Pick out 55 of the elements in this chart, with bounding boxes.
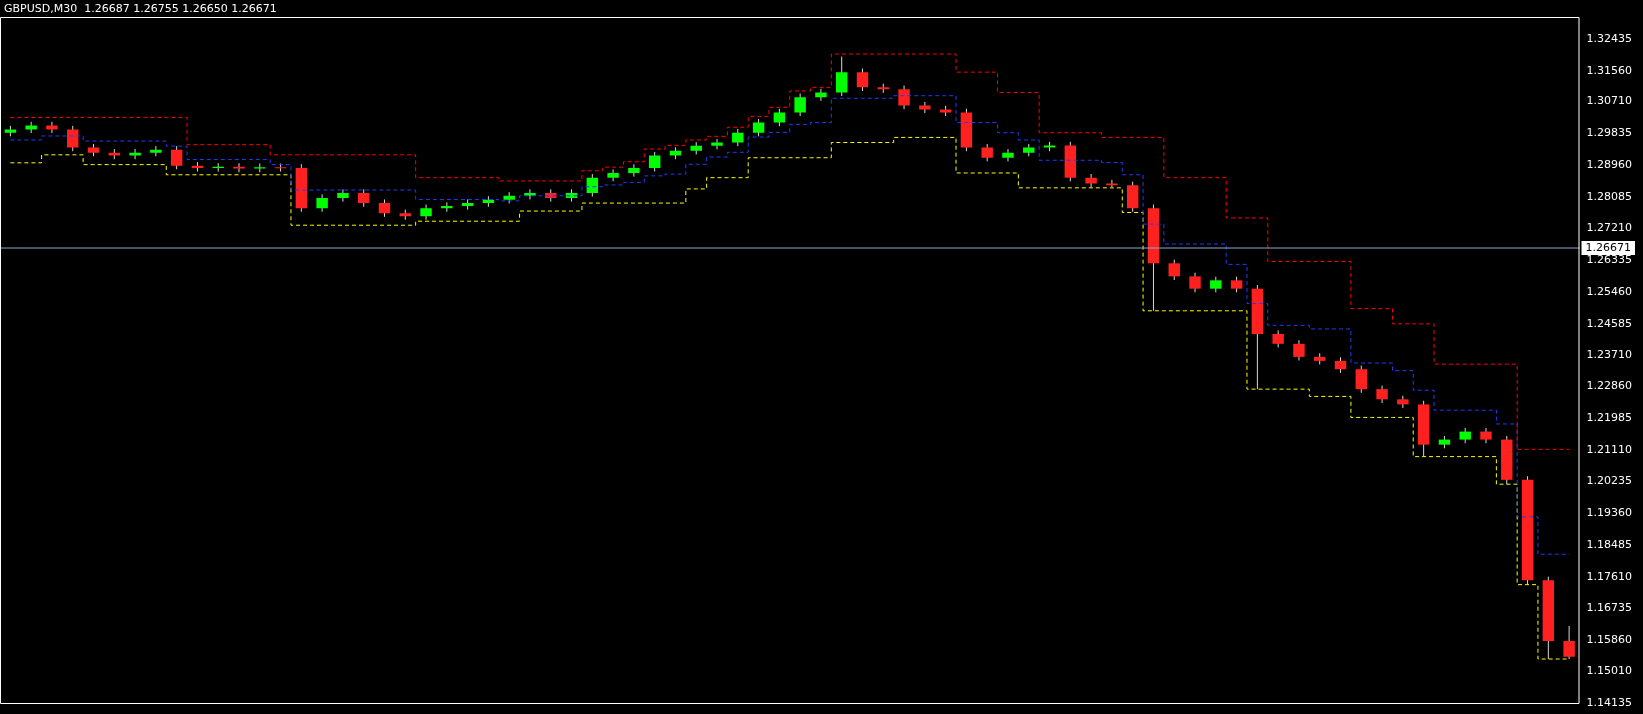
candlestick bbox=[170, 145, 183, 170]
y-tick-label: 1.15010 bbox=[1586, 663, 1633, 677]
candlestick bbox=[628, 163, 640, 178]
candlestick bbox=[67, 125, 79, 152]
y-tick-label: 1.19360 bbox=[1586, 506, 1633, 520]
candlestick bbox=[1085, 173, 1097, 188]
candlestick bbox=[1355, 365, 1368, 394]
y-tick-label: 1.14135 bbox=[1586, 695, 1633, 709]
y-tick-label: 1.18485 bbox=[1586, 537, 1633, 551]
candlestick bbox=[1189, 272, 1201, 293]
y-tick-label: 1.30710 bbox=[1586, 94, 1633, 108]
candlestick bbox=[1106, 179, 1118, 188]
chart-title: GBPUSD,M30 1.26687 1.26755 1.26650 1.26671 bbox=[4, 2, 277, 15]
candlestick bbox=[648, 151, 661, 173]
candlestick bbox=[337, 188, 349, 203]
candlestick bbox=[129, 148, 141, 160]
candlestick bbox=[233, 162, 245, 173]
y-tick-label: 1.26335 bbox=[1586, 253, 1633, 267]
candlestick bbox=[607, 168, 619, 182]
y-tick-label: 1.21985 bbox=[1586, 410, 1633, 424]
candlestick bbox=[1002, 148, 1014, 162]
y-tick-label: 1.29835 bbox=[1586, 126, 1633, 140]
candlestick bbox=[1397, 395, 1409, 409]
candlestick bbox=[1126, 181, 1139, 213]
candlestick bbox=[794, 93, 806, 117]
candlestick bbox=[815, 88, 827, 102]
candlestick bbox=[856, 68, 869, 92]
y-tick-label: 1.23710 bbox=[1586, 348, 1633, 362]
candlestick bbox=[150, 145, 162, 157]
candlestick bbox=[898, 85, 910, 110]
y-tick-label: 1.16735 bbox=[1586, 601, 1633, 615]
candlestick bbox=[586, 173, 599, 198]
candlestick bbox=[711, 138, 723, 150]
y-tick-label: 1.25460 bbox=[1586, 284, 1633, 298]
y-tick-label: 1.28960 bbox=[1586, 157, 1633, 171]
candlestick bbox=[46, 121, 58, 134]
y-tick-label: 1.15860 bbox=[1586, 633, 1633, 647]
y-tick-label: 1.32435 bbox=[1586, 31, 1633, 45]
candlestick bbox=[836, 56, 848, 97]
candlestick bbox=[316, 193, 328, 213]
y-tick-label: 1.20235 bbox=[1586, 474, 1633, 488]
ref-line-label: 1.26671 bbox=[1585, 240, 1632, 254]
y-tick-label: 1.22860 bbox=[1586, 379, 1633, 393]
y-tick-label: 1.27210 bbox=[1586, 221, 1633, 235]
candlestick bbox=[420, 204, 432, 221]
y-tick-label: 1.17610 bbox=[1586, 569, 1633, 583]
y-tick-label: 1.31560 bbox=[1586, 63, 1633, 77]
candlestick bbox=[1480, 427, 1492, 444]
candlestick bbox=[1293, 339, 1305, 361]
candlestick bbox=[1168, 259, 1180, 281]
candlestick bbox=[1563, 625, 1575, 660]
y-tick-label: 1.21110 bbox=[1586, 442, 1633, 456]
candlestick bbox=[212, 162, 224, 173]
y-tick-label: 1.24585 bbox=[1586, 316, 1633, 330]
y-tick-label: 1.28085 bbox=[1586, 189, 1633, 203]
